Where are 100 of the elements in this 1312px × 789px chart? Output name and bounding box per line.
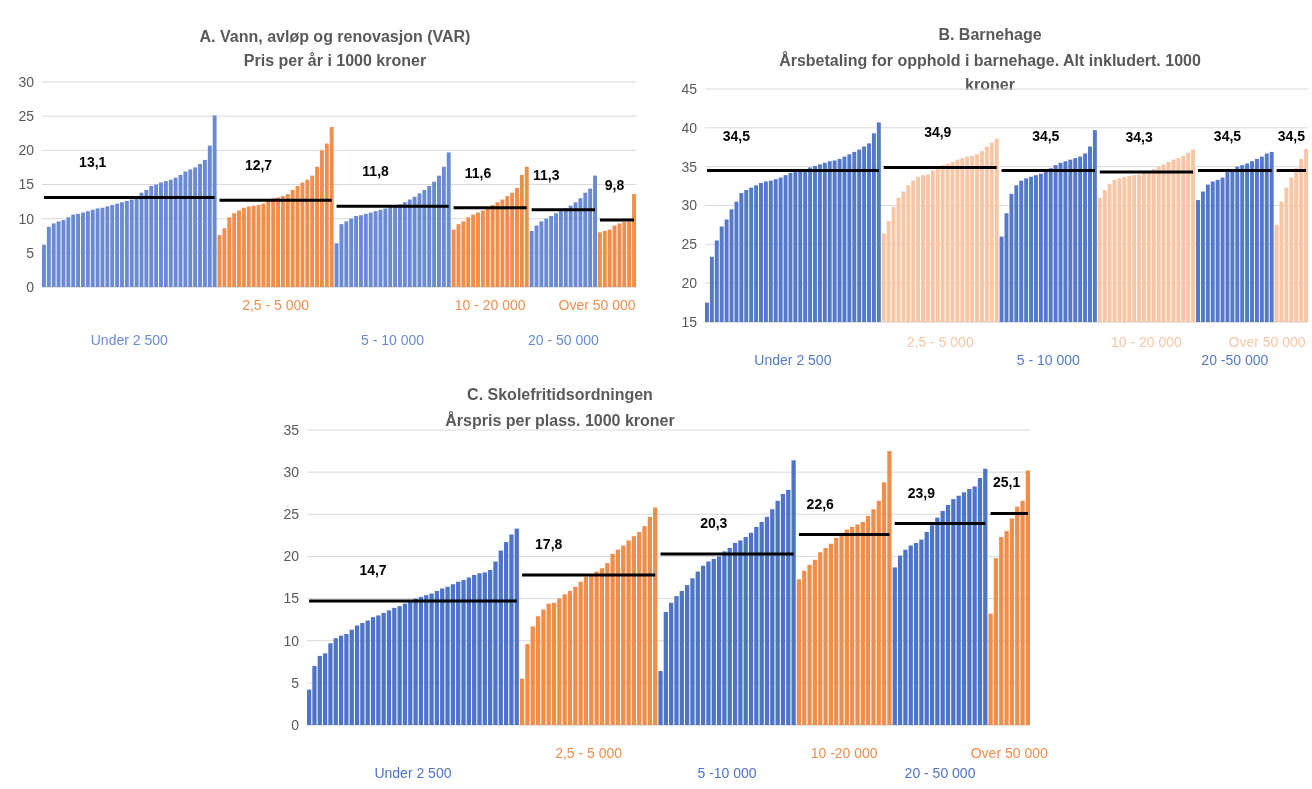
y-tick-label: 20 (283, 548, 300, 565)
bar (490, 205, 495, 287)
text: 20 -50 000 (1201, 351, 1269, 368)
data-label: 25,1 (992, 474, 1021, 491)
data-label: 14,7 (359, 562, 387, 579)
bar (607, 229, 612, 287)
data-label: 34,5 (1277, 127, 1306, 144)
bar (617, 223, 622, 287)
data-label: 20,3 (700, 514, 728, 531)
y-tick-label: 30 (681, 197, 698, 214)
data-label: 34,5 (1213, 127, 1242, 144)
y-tick-label: 35 (283, 421, 300, 438)
data-label: 23,9 (907, 484, 936, 501)
bar (370, 617, 376, 725)
y-tick-label: 5 (291, 674, 300, 691)
bar (290, 189, 295, 287)
bar (383, 208, 388, 287)
bar (529, 230, 534, 287)
text: 10 - 20 000 (1111, 333, 1183, 350)
bar (95, 208, 100, 287)
text: Under 2 500 (754, 351, 832, 368)
bar (446, 152, 451, 287)
y-tick-label: 30 (283, 464, 300, 481)
bar (386, 610, 392, 725)
y-tick-label: 10 (18, 210, 35, 227)
y-tick-label: 25 (283, 506, 300, 523)
data-label: 13,1 (79, 154, 107, 171)
text: 5 - 10 000 (1016, 351, 1080, 368)
y-tick-label: 0 (26, 278, 35, 295)
data-label: 34,3 (1125, 129, 1153, 146)
chart-subtitle: Årsbetaling for opphold i barnehage. Alt inkludert. 1000 kroner (779, 51, 1201, 93)
text: Over 50 000 (1228, 333, 1306, 350)
bar (173, 177, 178, 287)
bar (339, 224, 344, 287)
bar (373, 211, 378, 287)
bar (402, 603, 408, 725)
data-label: 11,8 (362, 163, 390, 180)
y-tick-label: 20 (681, 275, 698, 292)
bar (567, 590, 573, 725)
bar (524, 166, 529, 287)
data-label: 34,5 (722, 127, 751, 144)
bar (780, 494, 786, 725)
chart-title: A. Vann, avløp og renovasjon (VAR) (199, 28, 471, 45)
data-label: 34,5 (1032, 127, 1060, 144)
bar (354, 625, 360, 725)
bar (568, 205, 573, 287)
text: 20 - 50 000 (527, 331, 599, 348)
bar (261, 203, 266, 287)
y-tick-label: 30 (18, 73, 35, 90)
bar (583, 576, 589, 725)
data-label: 34,9 (924, 124, 952, 141)
bar (551, 602, 557, 725)
data-label: 22,6 (806, 495, 835, 512)
bar (300, 182, 305, 287)
data-label: 17,8 (535, 535, 563, 552)
bar (412, 196, 417, 287)
bar (251, 205, 256, 287)
chart-title: B. Barnehage (938, 26, 1042, 43)
data-label: 11,6 (464, 164, 492, 181)
chart-subtitle: Årspris per plass. 1000 kroner (445, 411, 675, 429)
data-label: 11,3 (533, 166, 560, 183)
y-tick-label: 15 (283, 590, 300, 607)
bar (422, 189, 427, 287)
text: 5 -10 000 (697, 764, 757, 781)
bar (539, 221, 544, 287)
bar (461, 221, 466, 287)
data-label: 12,7 (244, 157, 273, 174)
chart-subtitle: Pris per år i 1000 kroner (243, 52, 427, 69)
chart-title: C. Skolefritidsordningen (467, 386, 653, 403)
text: Over 50 000 (970, 744, 1048, 761)
y-tick-label: 15 (681, 313, 698, 330)
text: 2,5 - 5 000 (555, 744, 623, 761)
bar (134, 196, 139, 287)
text: 20 - 50 000 (904, 764, 976, 781)
y-tick-label: 10 (283, 632, 300, 649)
y-tick-label: 20 (18, 142, 35, 159)
y-tick-label: 5 (26, 244, 35, 261)
bar (329, 127, 334, 287)
y-tick-label: 25 (18, 108, 35, 125)
text: 10 - 20 000 (454, 296, 526, 313)
text: Under 2 500 (374, 764, 452, 781)
bar (212, 115, 217, 287)
y-tick-label: 25 (681, 236, 698, 253)
data-label: 9,8 (604, 177, 625, 194)
text: 5 - 10 000 (361, 331, 425, 348)
bar (961, 492, 967, 725)
y-tick-label: 35 (681, 158, 698, 175)
text: 2,5 - 5 000 (906, 333, 974, 350)
text: Under 2 500 (90, 331, 169, 348)
text: 2,5 - 5 000 (242, 296, 310, 313)
bar (144, 189, 149, 287)
bar (56, 221, 61, 287)
y-tick-label: 15 (18, 176, 35, 193)
bar (66, 217, 71, 287)
text: Over 50 000 (558, 296, 636, 313)
y-tick-label: 0 (291, 716, 300, 733)
y-tick-label: 40 (681, 119, 698, 136)
y-tick-label: 45 (681, 80, 698, 97)
text: 10 -20 000 (810, 744, 878, 761)
bar (500, 199, 505, 287)
